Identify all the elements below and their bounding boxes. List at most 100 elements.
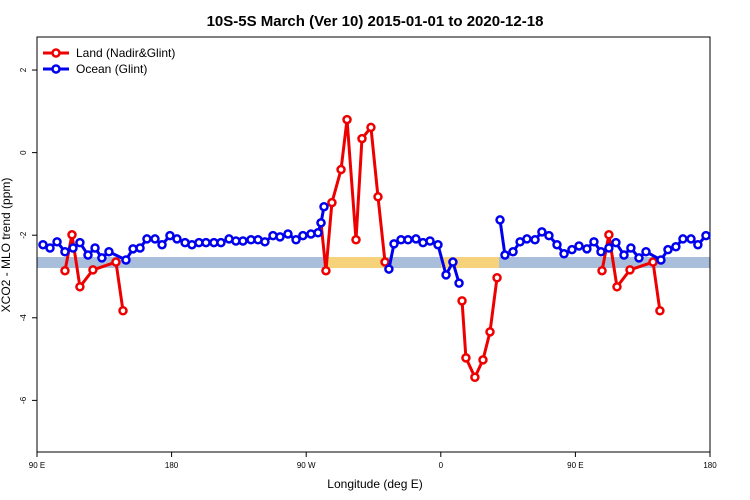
point: [403, 235, 413, 245]
x-tick-label: 90 W: [297, 461, 316, 470]
point: [604, 230, 614, 240]
point: [522, 234, 532, 244]
point: [75, 237, 85, 248]
point: [67, 230, 77, 240]
point: [492, 272, 502, 283]
point: [530, 235, 540, 245]
point: [366, 122, 376, 133]
point: [678, 234, 688, 244]
point: [433, 239, 443, 250]
y-tick-label: -2: [19, 231, 28, 239]
point: [336, 164, 346, 175]
point: [283, 229, 293, 239]
series-line: [600, 233, 662, 311]
land-band: [441, 257, 499, 268]
point: [389, 239, 399, 249]
point: [238, 236, 248, 246]
legend: Land (Nadir&Glint) Ocean (Glint): [43, 46, 175, 76]
point: [60, 246, 70, 257]
point: [574, 241, 584, 251]
point: [612, 282, 622, 292]
point: [663, 244, 673, 255]
legend-marker: [51, 64, 61, 74]
point: [508, 246, 518, 257]
point: [567, 244, 577, 255]
point: [142, 234, 152, 244]
point: [373, 192, 383, 202]
land-band: [327, 257, 387, 268]
series-line: [319, 118, 387, 273]
point: [121, 255, 131, 265]
point: [537, 227, 547, 237]
point: [275, 232, 285, 242]
point: [597, 265, 607, 276]
point: [604, 243, 614, 253]
series-line: [63, 233, 125, 311]
point: [425, 236, 435, 246]
point: [634, 253, 644, 263]
point: [118, 306, 128, 316]
point: [260, 237, 270, 247]
y-tick-label: 0: [19, 150, 28, 155]
point: [135, 243, 145, 253]
point: [582, 244, 592, 254]
point: [291, 235, 301, 245]
point: [319, 201, 329, 212]
point: [380, 257, 390, 267]
point: [357, 133, 367, 144]
point: [589, 237, 599, 247]
y-tick-label: -4: [19, 314, 28, 322]
point: [88, 265, 98, 275]
mask-band: [37, 257, 710, 268]
point: [75, 282, 85, 292]
y-axis-label: XCO2 - MLO trend (ppm): [0, 178, 13, 313]
point: [351, 235, 361, 245]
x-axis-label: Longitude (deg E): [327, 477, 422, 491]
point: [411, 234, 421, 244]
y-tick-label: -6: [19, 396, 28, 404]
x-tick-label: 180: [165, 461, 179, 470]
point: [457, 296, 467, 306]
legend-marker: [51, 48, 61, 58]
x-tick-label: 180: [703, 461, 717, 470]
point: [157, 239, 167, 250]
point: [485, 327, 495, 337]
point: [313, 227, 323, 238]
point: [454, 278, 464, 288]
point: [641, 246, 651, 257]
point: [648, 257, 658, 267]
point: [172, 234, 182, 244]
point: [701, 230, 711, 241]
point: [686, 234, 696, 244]
point: [38, 239, 48, 250]
point: [216, 237, 226, 248]
chart-title: 10S-5S March (Ver 10) 2015-01-01 to 2020…: [207, 13, 544, 30]
point: [611, 237, 621, 248]
point: [596, 246, 606, 257]
point: [441, 270, 451, 280]
point: [45, 243, 55, 253]
point: [342, 114, 352, 125]
point: [470, 372, 480, 383]
point: [327, 197, 337, 208]
point: [83, 250, 93, 260]
point: [495, 215, 505, 225]
point: [52, 237, 62, 247]
point: [448, 257, 458, 267]
point: [478, 355, 488, 365]
point: [60, 265, 70, 276]
point: [68, 243, 78, 253]
point: [298, 230, 308, 241]
point: [201, 237, 211, 248]
point: [671, 242, 681, 252]
point: [693, 239, 703, 250]
point: [544, 230, 554, 241]
legend-label: Ocean (Glint): [76, 62, 147, 76]
point: [104, 246, 114, 257]
series-line: [460, 277, 499, 379]
point: [559, 249, 569, 259]
x-tick-label: 90 E: [567, 461, 583, 470]
point: [165, 230, 175, 241]
point: [321, 265, 331, 276]
